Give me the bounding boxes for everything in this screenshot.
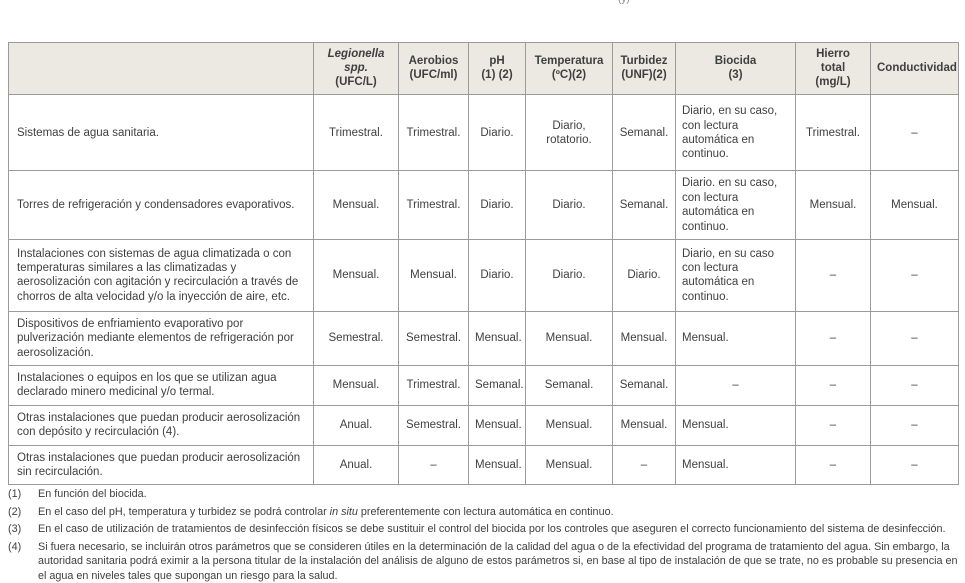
table-cell: Diario. xyxy=(468,94,526,172)
row-label: Otras instalaciones que puedan producir … xyxy=(8,444,314,486)
footnote-text: En el caso de utilización de tratamiento… xyxy=(38,523,946,536)
footnote: (3) En el caso de utilización de tratamie… xyxy=(8,522,958,537)
table-cell: Diario. xyxy=(612,238,676,312)
table-cell: Diario. xyxy=(525,170,613,240)
table-cell: Diario, en su caso, con lectura automáti… xyxy=(675,94,796,172)
table-body: Sistemas de agua sanitaria. Trimestral. Tr… xyxy=(8,94,959,486)
table-cell: Anual. xyxy=(313,444,399,486)
table-cell: – xyxy=(870,444,959,486)
table-cell: – xyxy=(795,365,871,406)
table-cell: – xyxy=(795,238,871,312)
table-cell: Semestral. xyxy=(398,404,469,446)
table-cell: Trimestral. xyxy=(795,94,871,172)
footnote-number: (4) xyxy=(8,540,22,553)
table-cell: – xyxy=(870,365,959,406)
footnote: (4) Si fuera necesario, se incluirán otro… xyxy=(8,540,958,583)
table-cell: Semanal. xyxy=(612,94,676,172)
table-cell: – xyxy=(870,310,959,367)
footnote-number: (2) xyxy=(8,505,22,518)
footnote-text: En función del biocida. xyxy=(38,488,147,500)
footnotes: (1) En función del biocida. (2) En el caso … xyxy=(8,487,958,583)
table-cell: Mensual. xyxy=(675,444,796,486)
table-cell: Semanal. xyxy=(525,365,613,406)
table-cell: Semestral. xyxy=(313,310,399,367)
table-cell: Mensual. xyxy=(525,404,613,446)
table-cell: – xyxy=(675,365,796,406)
table-cell: Mensual. xyxy=(525,444,613,486)
clipped-text-fragment: (y) xyxy=(618,0,630,5)
column-header: Conductividad xyxy=(870,41,959,96)
table-cell: Semestral. xyxy=(398,310,469,367)
table-cell: – xyxy=(795,310,871,367)
table-row: Otras instalaciones que puedan producir … xyxy=(8,444,959,486)
table-row: Instalaciones con sistemas de agua clima… xyxy=(8,238,959,312)
table-cell: Mensual. xyxy=(313,238,399,312)
table-cell: Mensual. xyxy=(612,404,676,446)
table-cell: Mensual. xyxy=(468,310,526,367)
row-label: Sistemas de agua sanitaria. xyxy=(8,94,314,172)
table-cell: Trimestral. xyxy=(398,365,469,406)
table-cell: Trimestral. xyxy=(398,170,469,240)
table-cell: Diario. xyxy=(525,238,613,312)
table-cell: – xyxy=(612,444,676,486)
column-header: Aerobios (UFC/ml) xyxy=(398,41,469,96)
corner-header-cell xyxy=(8,41,314,96)
row-label: Torres de refrigeración y condensadores … xyxy=(8,170,314,240)
footnote: (1) En función del biocida. xyxy=(8,487,958,502)
header-row: Legionella spp. (UFC/L) Aerobios (UFC/ml) pH(… xyxy=(8,41,959,96)
table-cell: Mensual. xyxy=(675,310,796,367)
table-cell: – xyxy=(870,404,959,446)
table-row: Torres de refrigeración y condensadores … xyxy=(8,170,959,240)
table-cell: Mensual. xyxy=(313,170,399,240)
column-header: Legionella spp. (UFC/L) xyxy=(313,41,399,96)
table-cell: Diario. en su caso, con lectura automáti… xyxy=(675,170,796,240)
table-row: Sistemas de agua sanitaria. Trimestral. Tr… xyxy=(8,94,959,172)
table-row: Otras instalaciones que puedan producir … xyxy=(8,404,959,446)
footnote-text: En el caso del pH, temperatura y turbide… xyxy=(38,505,614,518)
column-header: Temperatura (ºC)(2) xyxy=(525,41,613,96)
column-header: Turbidez (UNF)(2) xyxy=(612,41,676,96)
table-cell: – xyxy=(870,238,959,312)
column-header: Hierro total (mg/L) xyxy=(795,41,871,96)
table-cell: Mensual. xyxy=(612,310,676,367)
table-cell: Mensual. xyxy=(795,170,871,240)
table-cell: Semanal. xyxy=(612,365,676,406)
monitoring-frequency-table: Legionella spp. (UFC/L) Aerobios (UFC/ml) pH(… xyxy=(8,41,959,486)
table-cell: Mensual. xyxy=(313,365,399,406)
table-cell: Anual. xyxy=(313,404,399,446)
row-label: Instalaciones con sistemas de agua clima… xyxy=(8,238,314,312)
table-row: Instalaciones o equipos en los que se ut… xyxy=(8,365,959,406)
table-cell: – xyxy=(398,444,469,486)
table-cell: – xyxy=(870,94,959,172)
table-cell: Mensual. xyxy=(870,170,959,240)
row-label: Dispositivos de enfriamiento evaporativo… xyxy=(8,310,314,367)
footnote: (2) En el caso del pH, temperatura y turb… xyxy=(8,505,958,520)
footnote-number: (3) xyxy=(8,523,22,536)
table-cell: Diario, en su caso con lectura automátic… xyxy=(675,238,796,312)
footnote-number: (1) xyxy=(8,488,22,500)
table-cell: Trimestral. xyxy=(313,94,399,172)
row-label: Otras instalaciones que puedan producir … xyxy=(8,404,314,446)
table-cell: Diario. xyxy=(468,238,526,312)
table-cell: Mensual. xyxy=(675,404,796,446)
table-cell: Mensual. xyxy=(468,444,526,486)
table-cell: Diario. xyxy=(468,170,526,240)
row-label: Instalaciones o equipos en los que se ut… xyxy=(8,365,314,406)
table-cell: Diario, rotatorio. xyxy=(525,94,613,172)
column-header: pH (1) (2) xyxy=(468,41,526,96)
table-cell: Trimestral. xyxy=(398,94,469,172)
table-cell: – xyxy=(795,404,871,446)
footnote-text: Si fuera necesario, se incluirán otros p… xyxy=(38,540,958,582)
column-header: Biocida (3) xyxy=(675,41,796,96)
table-cell: Semanal. xyxy=(612,170,676,240)
table-cell: – xyxy=(795,444,871,486)
table-cell: Mensual. xyxy=(525,310,613,367)
table-cell: Semanal. xyxy=(468,365,526,406)
table-cell: Mensual. xyxy=(468,404,526,446)
table-cell: Mensual. xyxy=(398,238,469,312)
table-row: Dispositivos de enfriamiento evaporativo… xyxy=(8,310,959,367)
